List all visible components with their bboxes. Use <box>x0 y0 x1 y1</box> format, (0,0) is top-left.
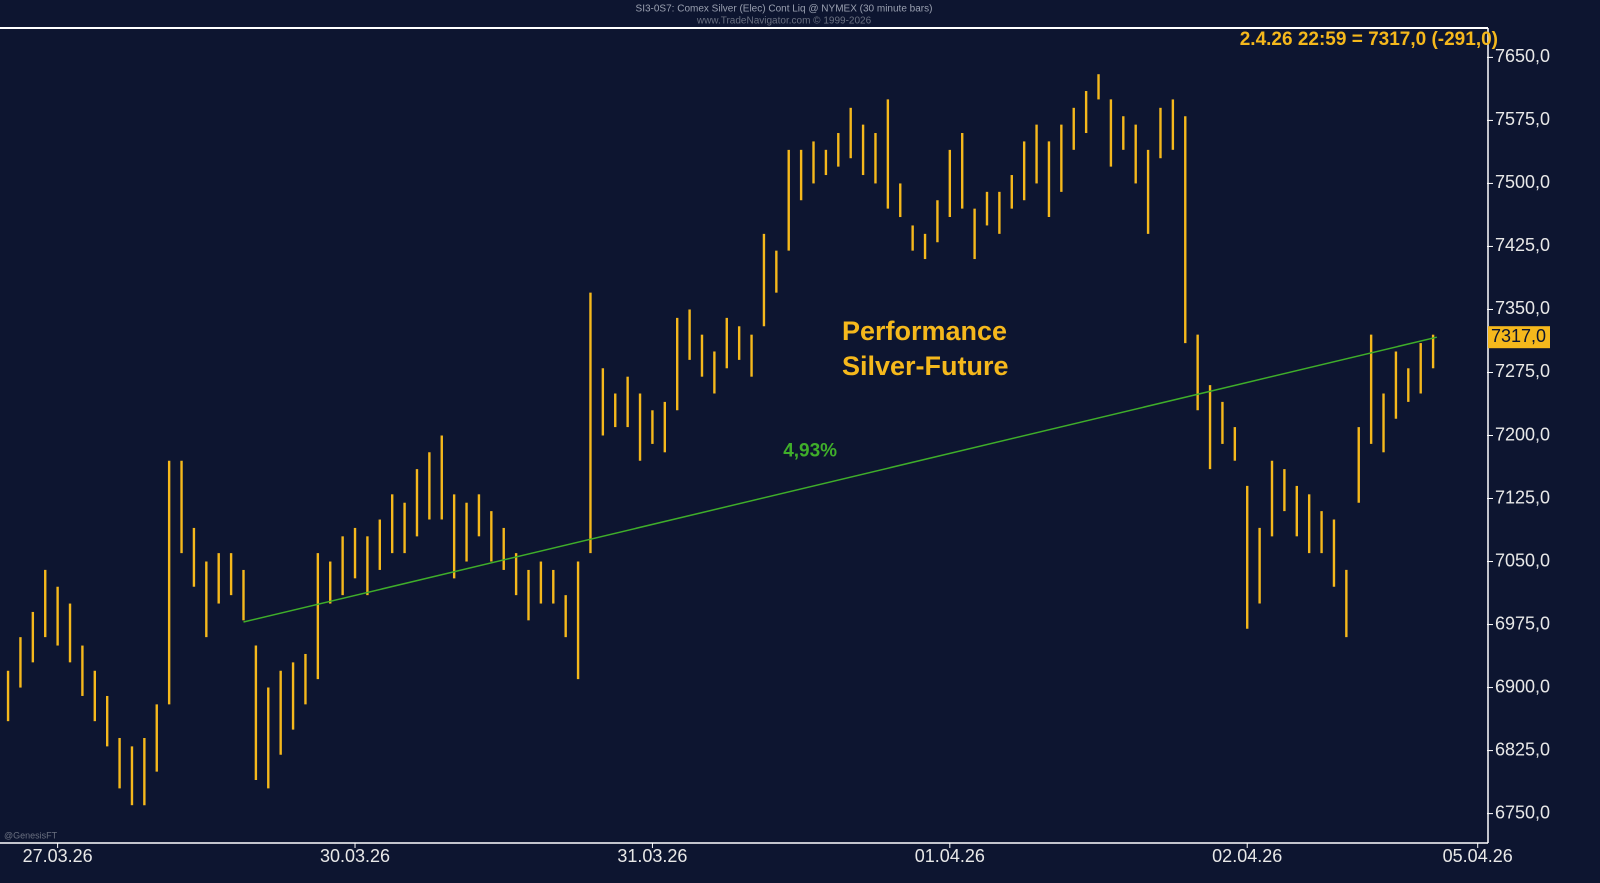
credit: @GenesisFT <box>4 830 58 840</box>
y-tick-label: 7500,0 <box>1495 172 1550 192</box>
y-tick-label: 7050,0 <box>1495 550 1550 570</box>
chart-title: SI3-0S7: Comex Silver (Elec) Cont Liq @ … <box>636 4 933 15</box>
y-tick-label: 6975,0 <box>1495 613 1550 633</box>
trend-label: 4,93% <box>783 441 837 462</box>
y-tick-label: 6900,0 <box>1495 676 1550 696</box>
y-tick-label: 7350,0 <box>1495 298 1550 318</box>
y-tick-label: 7125,0 <box>1495 487 1550 507</box>
y-tick-label: 7200,0 <box>1495 424 1550 444</box>
y-tick-label: 7575,0 <box>1495 109 1550 129</box>
chart-subtitle: www.TradeNavigator.com © 1999-2026 <box>696 16 872 27</box>
x-tick-label: 30.03.26 <box>320 846 390 866</box>
x-tick-label: 02.04.26 <box>1212 846 1282 866</box>
last-price-label: 7317,0 <box>1491 326 1546 346</box>
x-tick-label: 31.03.26 <box>617 846 687 866</box>
annotation: Silver-Future <box>842 351 1009 381</box>
y-tick-label: 7425,0 <box>1495 235 1550 255</box>
last-price-marker <box>1488 326 1550 349</box>
y-tick-label: 7275,0 <box>1495 361 1550 381</box>
trend-line <box>243 336 1437 623</box>
y-tick-label: 6825,0 <box>1495 739 1550 759</box>
x-tick-label: 01.04.26 <box>915 846 985 866</box>
y-tick-label: 7650,0 <box>1495 46 1550 66</box>
x-tick-label: 05.04.26 <box>1443 846 1513 866</box>
y-tick-label: 6750,0 <box>1495 802 1550 822</box>
header-quote: 2.4.26 22:59 = 7317,0 (-291,0) <box>1240 29 1498 50</box>
x-tick-label: 27.03.26 <box>23 846 93 866</box>
annotation: Performance <box>842 316 1007 346</box>
